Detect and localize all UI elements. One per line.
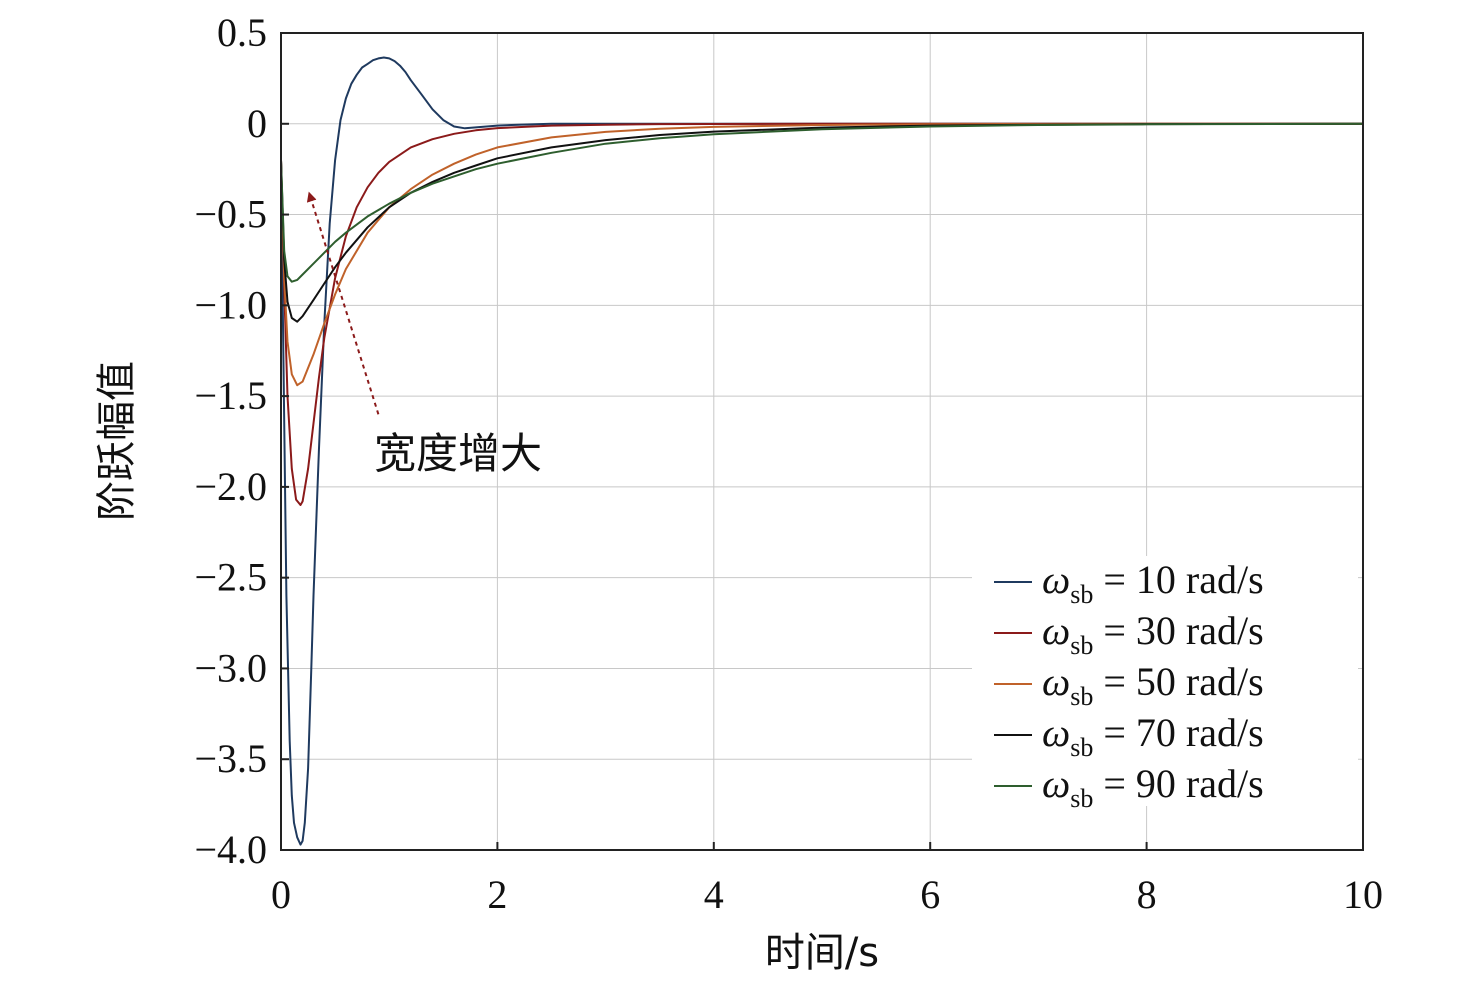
x-tick-label: 4 bbox=[704, 872, 724, 917]
legend-label: ωsb = 90 rad/s bbox=[1042, 761, 1264, 813]
y-tick-label: −0.5 bbox=[194, 192, 267, 237]
y-axis-title: 阶跃幅值 bbox=[94, 361, 140, 521]
y-tick-label: −1.5 bbox=[194, 373, 267, 418]
x-tick-label: 2 bbox=[487, 872, 507, 917]
x-tick-label: 8 bbox=[1137, 872, 1157, 917]
legend-label: ωsb = 50 rad/s bbox=[1042, 659, 1264, 711]
legend-item-2: ωsb = 30 rad/s bbox=[994, 608, 1264, 660]
annotation: 宽度增大 bbox=[306, 191, 542, 478]
legend-box bbox=[972, 556, 1358, 806]
series-line-1 bbox=[281, 56, 1363, 846]
legend-item-1: ωsb = 10 rad/s bbox=[994, 557, 1264, 609]
x-tick-label: 6 bbox=[920, 872, 940, 917]
y-tick-label: −3.0 bbox=[194, 645, 267, 690]
legend-label: ωsb = 30 rad/s bbox=[1042, 608, 1264, 660]
legend-item-4: ωsb = 70 rad/s bbox=[994, 710, 1264, 762]
series-line-3 bbox=[281, 122, 1363, 387]
series-line-5 bbox=[281, 122, 1363, 283]
y-tick-label: −3.5 bbox=[194, 736, 267, 781]
x-tick-labels: 0 2 4 6 8 10 bbox=[271, 872, 1383, 917]
legend-label: ωsb = 10 rad/s bbox=[1042, 557, 1264, 609]
y-tick-label: 0.5 bbox=[217, 10, 267, 55]
y-tick-labels: 0.5 0 −0.5 −1.0 −1.5 −2.0 −2.5 −3.0 −3.5 −4.0 bbox=[194, 10, 267, 872]
x-axis-title: 时间/s bbox=[765, 930, 879, 976]
annotation-text: 宽度增大 bbox=[374, 429, 542, 478]
y-tick-label: −4.0 bbox=[194, 827, 267, 872]
series-layer bbox=[281, 56, 1363, 846]
y-tick-label: −1.0 bbox=[194, 282, 267, 327]
y-tick-label: −2.5 bbox=[194, 555, 267, 600]
legend-item-5: ωsb = 90 rad/s bbox=[994, 761, 1264, 813]
x-tick-label: 0 bbox=[271, 872, 291, 917]
legend-label: ωsb = 70 rad/s bbox=[1042, 710, 1264, 762]
x-tick-label: 10 bbox=[1343, 872, 1383, 917]
y-tick-label: 0 bbox=[247, 101, 267, 146]
legend-item-3: ωsb = 50 rad/s bbox=[994, 659, 1264, 711]
grid-lines bbox=[280, 32, 1364, 851]
y-tick-label: −2.0 bbox=[194, 464, 267, 509]
annotation-arrow bbox=[306, 191, 380, 415]
series-line-2 bbox=[281, 122, 1363, 506]
plot-frame bbox=[280, 32, 1364, 851]
